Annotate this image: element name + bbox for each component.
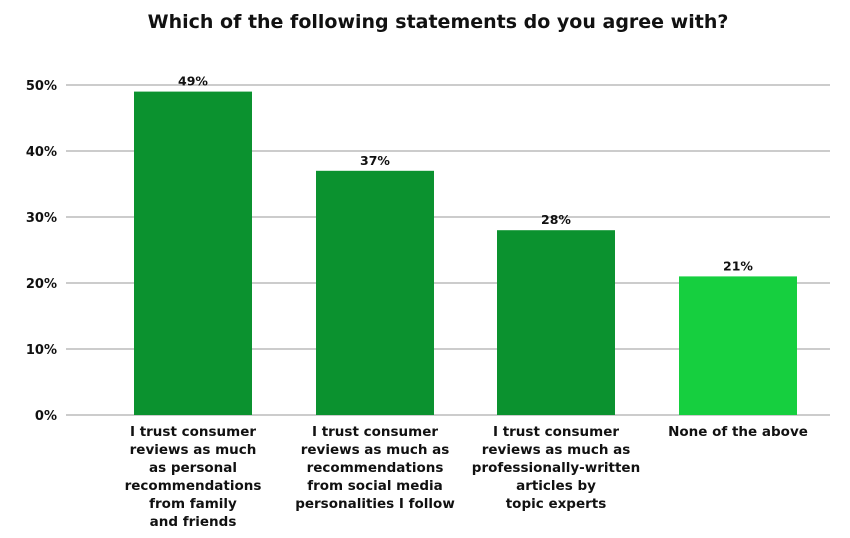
data-label: 49% (178, 74, 208, 89)
category-label-line: I trust consumer (130, 424, 256, 440)
data-label: 28% (541, 212, 571, 227)
y-tick-label: 30% (26, 211, 57, 226)
bar (679, 276, 797, 415)
category-label-line: reviews as much as (301, 442, 450, 458)
category-label-line: None of the above (668, 424, 808, 440)
category-label-line: from social media (307, 478, 443, 494)
y-tick-label: 40% (26, 145, 57, 160)
y-tick-label: 20% (26, 277, 57, 292)
y-tick-label: 10% (26, 343, 57, 358)
category-label: I trust consumer reviews as much as recomm… (295, 424, 455, 512)
category-label: I trust consumer reviews as much as profes… (472, 424, 640, 512)
category-label-line: I trust consumer (312, 424, 438, 440)
y-tick-label: 0% (35, 409, 57, 424)
y-tick-label: 50% (26, 79, 57, 94)
category-label-line: recommendations (125, 478, 262, 494)
category-label-line: personalities I follow (295, 496, 455, 512)
category-label-line: as personal (149, 460, 237, 476)
category-label: I trust consumer reviews as much as person… (125, 424, 262, 530)
category-label-line: recommendations (307, 460, 444, 476)
category-label: None of the above (668, 424, 808, 440)
bar (134, 91, 252, 415)
y-axis-tick-labels: 0% 10% 20% 30% 40% 50% (26, 79, 57, 424)
bar (316, 170, 434, 415)
category-label-line: reviews as much as (482, 442, 631, 458)
category-label-line: from family (149, 496, 237, 512)
category-label-line: and friends (150, 514, 237, 530)
data-label: 37% (360, 153, 390, 168)
category-label-line: I trust consumer (493, 424, 619, 440)
bar (497, 230, 615, 415)
category-label-line: professionally-written (472, 460, 640, 476)
data-label: 21% (723, 258, 753, 273)
category-label-line: reviews as much (130, 442, 257, 458)
chart-title: Which of the following statements do you… (148, 11, 729, 33)
category-label-line: articles by (516, 478, 596, 494)
data-labels: 49% 37% 28% 21% (178, 74, 753, 274)
category-label-line: topic experts (506, 496, 607, 512)
x-axis-category-labels: I trust consumer reviews as much as person… (125, 424, 808, 530)
bars (134, 91, 797, 415)
